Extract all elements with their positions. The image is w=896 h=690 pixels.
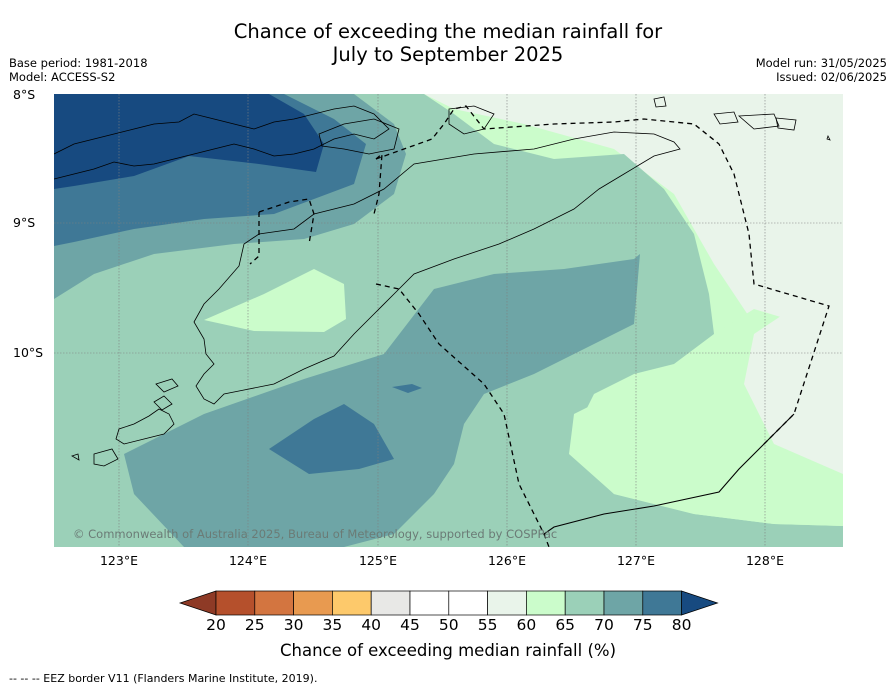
small-islet-ne-3 bbox=[737, 113, 780, 130]
zone-55-60 bbox=[424, 94, 843, 474]
meta-right: Model run: 31/05/2025 Issued: 02/06/2025 bbox=[756, 56, 887, 84]
meta-left: Base period: 1981-2018 Model: ACCESS-S2 bbox=[9, 56, 148, 84]
model-run: Model run: 31/05/2025 bbox=[755, 56, 887, 70]
west-islet-1 bbox=[155, 378, 179, 393]
title-line-1: Chance of exceeding the median rainfall … bbox=[233, 20, 663, 43]
colorbar-tick-35: 35 bbox=[322, 616, 343, 634]
colorbar-tick-80: 80 bbox=[671, 616, 692, 634]
colorbar-label: Chance of exceeding median rainfall (%) bbox=[279, 641, 617, 660]
colorbar-box-40-45 bbox=[370, 590, 411, 616]
coastlines bbox=[54, 96, 831, 467]
west-islet-2 bbox=[93, 448, 119, 467]
rainfall-map bbox=[54, 94, 843, 547]
colorbar-tick-70: 70 bbox=[594, 616, 614, 634]
title-line-2: July to September 2025 bbox=[332, 43, 564, 66]
colorbar-arrow-high bbox=[681, 590, 719, 616]
small-islet-ne-5 bbox=[826, 134, 831, 141]
maritime-boundary bbox=[543, 413, 795, 535]
colorbar-tick-20: 20 bbox=[206, 616, 226, 634]
flores-coast bbox=[54, 105, 390, 180]
lon-label-124e: 124°E bbox=[228, 553, 267, 568]
lat-label-10s: 10°S bbox=[13, 345, 44, 360]
colorbar-box-20-25 bbox=[215, 590, 256, 616]
chart-title: Chance of exceeding the median rainfall … bbox=[0, 20, 896, 66]
colorbar-box-30-35 bbox=[293, 590, 333, 616]
colorbar-tick-45: 45 bbox=[400, 616, 420, 634]
colorbar-tick-60: 60 bbox=[516, 616, 537, 634]
colorbar-tick-50: 50 bbox=[438, 616, 459, 634]
rote-island bbox=[115, 408, 175, 445]
lon-label-127e: 127°E bbox=[616, 553, 655, 568]
small-islet-ne-4 bbox=[775, 117, 797, 131]
zone-gt-80 bbox=[54, 94, 324, 189]
colorbar-tick-65: 65 bbox=[555, 616, 576, 634]
colorbar-box-45-50 bbox=[409, 590, 450, 616]
colorbar-arrow-low bbox=[178, 590, 217, 616]
timor-island bbox=[193, 131, 681, 405]
zone-55-60-se bbox=[744, 304, 843, 474]
issued-date: Issued: 02/06/2025 bbox=[776, 70, 887, 84]
base-period: Base period: 1981-2018 bbox=[9, 56, 148, 70]
colorbar-box-55-60 bbox=[487, 590, 527, 616]
lon-label-125e: 125°E bbox=[358, 553, 397, 568]
zone-70-75-south bbox=[124, 254, 640, 547]
lon-label-126e: 126°E bbox=[487, 553, 526, 568]
colorbar-tick-25: 25 bbox=[244, 616, 265, 634]
savu-island bbox=[153, 395, 173, 411]
colorbar bbox=[178, 590, 719, 616]
colorbar-box-70-75 bbox=[603, 590, 644, 616]
eez-border bbox=[249, 105, 830, 547]
colorbar-tick-75: 75 bbox=[632, 616, 653, 634]
alor-island bbox=[318, 118, 400, 155]
lon-label-128e: 128°E bbox=[745, 553, 784, 568]
small-islet-ne-1 bbox=[653, 96, 667, 108]
zone-60-65-inland bbox=[204, 269, 346, 332]
lat-label-8s: 8°S bbox=[13, 87, 36, 102]
copyright-note: © Commonwealth of Australia 2025, Bureau… bbox=[73, 527, 558, 541]
lat-label-9s: 9°S bbox=[13, 215, 36, 230]
colorbar-box-50-55 bbox=[448, 590, 488, 616]
model-name: Model: ACCESS-S2 bbox=[9, 70, 116, 84]
colorbar-box-25-30 bbox=[254, 590, 294, 616]
lon-label-123e: 123°E bbox=[99, 553, 138, 568]
west-islet-3 bbox=[71, 453, 80, 461]
colorbar-tick-30: 30 bbox=[283, 616, 304, 634]
colorbar-box-75-80 bbox=[642, 590, 682, 616]
zone-75-80-south bbox=[269, 404, 394, 474]
zone-75-80-spot bbox=[392, 384, 422, 393]
small-islet-ne-2 bbox=[713, 111, 739, 125]
colorbar-box-60-65 bbox=[526, 590, 566, 616]
colorbar-box-65-70 bbox=[564, 590, 605, 616]
colorbar-tick-55: 55 bbox=[477, 616, 498, 634]
colorbar-tick-40: 40 bbox=[361, 616, 382, 634]
eez-legend: -- -- -- EEZ border V11 (Flanders Marine… bbox=[9, 672, 318, 685]
colorbar-box-35-40 bbox=[332, 590, 372, 616]
